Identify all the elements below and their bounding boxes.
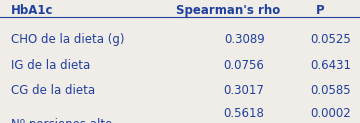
Text: 0.0002: 0.0002 xyxy=(310,107,351,120)
Text: 0.3089: 0.3089 xyxy=(224,33,265,46)
Text: Nº porciones alto
IG de la dieta: Nº porciones alto IG de la dieta xyxy=(11,118,112,123)
Text: 0.5618: 0.5618 xyxy=(224,107,265,120)
Text: 0.0525: 0.0525 xyxy=(310,33,351,46)
Text: CG de la dieta: CG de la dieta xyxy=(11,84,95,97)
Text: HbA1c: HbA1c xyxy=(11,4,53,17)
Text: 0.0756: 0.0756 xyxy=(224,59,265,72)
Text: IG de la dieta: IG de la dieta xyxy=(11,59,90,72)
Text: Spearman's rho: Spearman's rho xyxy=(176,4,281,17)
Text: 0.3017: 0.3017 xyxy=(224,84,265,97)
Text: 0.6431: 0.6431 xyxy=(310,59,351,72)
Text: CHO de la dieta (g): CHO de la dieta (g) xyxy=(11,33,124,46)
Text: P: P xyxy=(316,4,325,17)
Text: 0.0585: 0.0585 xyxy=(310,84,351,97)
